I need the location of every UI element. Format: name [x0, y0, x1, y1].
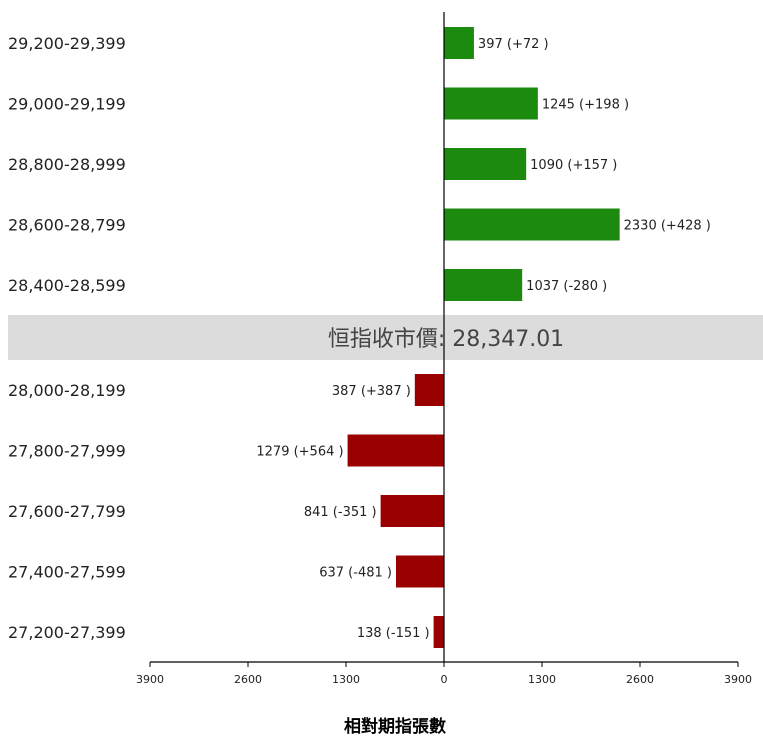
bar-value-label: 138 (-151 )	[357, 626, 430, 641]
x-tick-label: 3900	[724, 673, 752, 686]
row-label: 28,600-28,799	[8, 216, 126, 235]
bar	[444, 208, 620, 241]
bar	[347, 434, 444, 467]
row-label: 29,200-29,399	[8, 34, 126, 53]
x-tick-label: 0	[441, 673, 448, 686]
row-label: 28,400-28,599	[8, 276, 126, 295]
bar	[395, 555, 444, 588]
x-axis: 3900 2600 1300 0 1300 2600 3900	[136, 661, 752, 686]
bar-value-label: 841 (-351 )	[304, 505, 377, 520]
x-tick-label: 3900	[136, 673, 164, 686]
x-tick-label: 2600	[626, 673, 654, 686]
bar	[444, 87, 538, 120]
x-tick-label: 1300	[528, 673, 556, 686]
row-label: 27,600-27,799	[8, 502, 126, 521]
price-separator-band	[8, 315, 763, 360]
bar-value-label: 637 (-481 )	[319, 566, 392, 581]
bar	[444, 27, 474, 59]
row-label: 27,400-27,599	[8, 563, 126, 582]
x-tick-label: 2600	[234, 673, 262, 686]
row-label: 29,000-29,199	[8, 95, 126, 114]
bar-value-label: 1037 (-280 )	[526, 279, 607, 294]
bar-value-label: 1245 (+198 )	[542, 98, 629, 113]
bar-value-label: 2330 (+428 )	[624, 219, 711, 234]
closing-price-label: 恒指收市價: 28,347.01	[328, 327, 564, 352]
bar-value-label: 397 (+72 )	[478, 37, 549, 52]
x-axis-title: 相對期指張數	[344, 716, 446, 737]
price-separator: 恒指收市價: 28,347.01	[8, 315, 763, 360]
row-label: 27,800-27,999	[8, 442, 126, 461]
bar-value-label: 1090 (+157 )	[530, 158, 617, 173]
bar-value-label: 387 (+387 )	[332, 384, 411, 399]
chart-rows: 29,200-29,399 397 (+72 ) 29,000-29,199 1245…	[8, 27, 711, 648]
bar	[444, 269, 523, 301]
bar	[380, 495, 444, 527]
bar	[414, 374, 444, 406]
row-label: 27,200-27,399	[8, 623, 126, 642]
bar	[444, 148, 527, 180]
row-label: 28,000-28,199	[8, 381, 126, 400]
bar	[433, 616, 444, 648]
bar-value-label: 1279 (+564 )	[256, 445, 343, 460]
x-tick-label: 1300	[332, 673, 360, 686]
row-label: 28,800-28,999	[8, 155, 126, 174]
